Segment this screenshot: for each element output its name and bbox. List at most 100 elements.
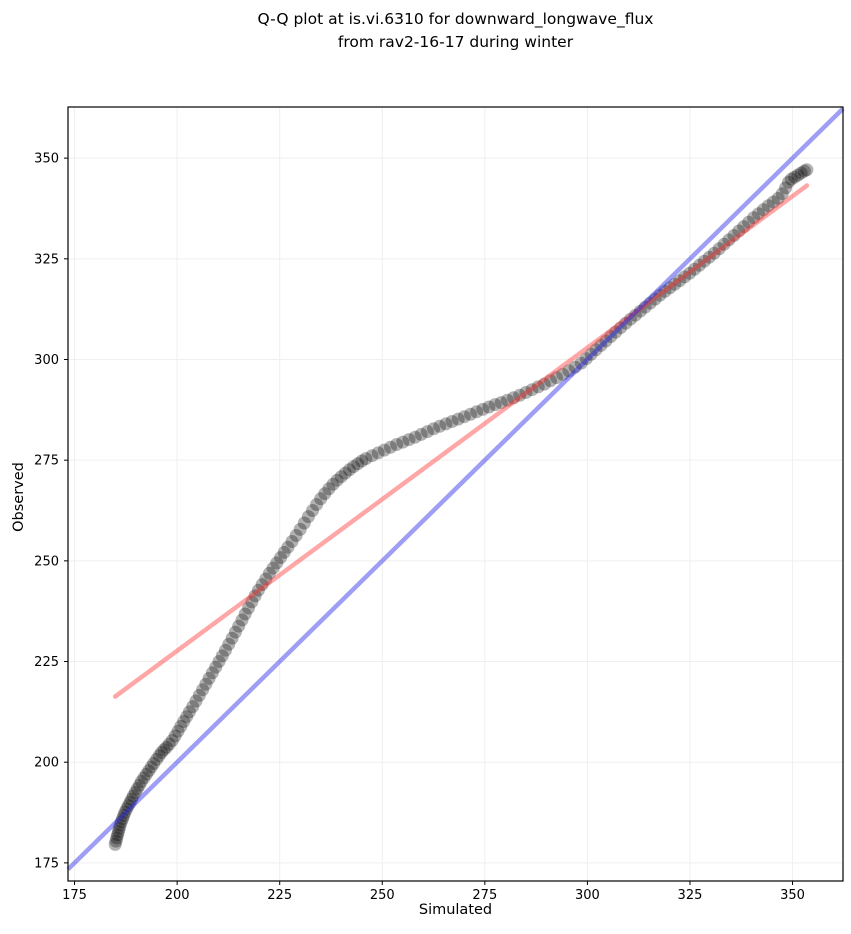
scatter-point: [707, 246, 721, 260]
scatter-point: [232, 619, 246, 633]
scatter-points: [108, 163, 814, 851]
scatter-point: [663, 281, 677, 295]
scatter-point: [289, 529, 303, 542]
scatter-point: [756, 203, 770, 217]
scatter-point: [488, 398, 502, 412]
x-tick-label: 225: [267, 888, 292, 903]
scatter-point: [727, 229, 741, 242]
chart-title: Q-Q plot at is.vi.6310 for downward_long…: [68, 8, 843, 54]
scatter-point: [347, 460, 360, 474]
scatter-point: [330, 473, 344, 487]
y-tick-label: 200: [34, 756, 59, 771]
scatter-point: [192, 688, 206, 702]
scatter-point: [648, 292, 662, 306]
scatter-point: [390, 438, 404, 451]
scatter-point: [800, 163, 814, 177]
scatter-point: [202, 671, 216, 685]
scatter-point: [556, 367, 570, 381]
scatter-point: [114, 815, 128, 829]
scatter-point: [266, 561, 280, 575]
x-tick-label: 250: [370, 888, 395, 903]
scatter-point: [761, 199, 775, 213]
x-tick-label: 300: [575, 888, 600, 903]
scatter-point: [408, 430, 422, 444]
scatter-point: [619, 316, 633, 330]
chart-title-line2: from rav2-16-17 during winter: [337, 33, 574, 51]
scatter-point: [550, 371, 564, 385]
scatter-point: [784, 172, 798, 186]
scatter-point: [205, 666, 219, 680]
scatter-point: [712, 242, 726, 256]
y-tick-label: 175: [34, 856, 59, 871]
scatter-point: [457, 410, 471, 424]
x-tick-label: 175: [62, 888, 87, 903]
scatter-point: [219, 643, 232, 657]
scatter-point: [377, 443, 391, 457]
scatter-point: [507, 391, 521, 405]
scatter-point: [120, 802, 134, 816]
scatter-point: [177, 715, 191, 728]
scatter-point: [365, 449, 379, 463]
y-tick-label: 275: [34, 454, 59, 469]
scatter-point: [112, 821, 126, 835]
scatter-point: [396, 435, 410, 449]
scatter-point: [775, 187, 789, 201]
x-tick-label: 275: [472, 888, 497, 903]
scatter-point: [310, 498, 324, 511]
scatter-point: [673, 274, 687, 288]
scatter-point: [262, 566, 276, 580]
scatter-point: [519, 386, 533, 399]
scatter-point: [371, 446, 385, 460]
scatter-point: [402, 433, 416, 447]
scatter-point: [771, 191, 785, 205]
scatter-point: [297, 516, 311, 530]
fit-line: [112, 183, 810, 699]
scatter-point: [351, 457, 365, 471]
scatter-point: [692, 258, 706, 272]
scatter-point: [110, 831, 124, 845]
scatter-point: [306, 504, 319, 517]
scatter-point: [643, 296, 657, 310]
scatter-point: [633, 304, 647, 318]
scatter-point: [293, 522, 307, 536]
scatter-point: [134, 775, 148, 788]
scatter-point: [562, 364, 576, 378]
x-tick-label: 200: [165, 888, 190, 903]
scatter-point: [117, 808, 131, 822]
scatter-point: [301, 510, 315, 524]
scatter-point: [142, 764, 156, 778]
scatter-point: [494, 396, 508, 410]
y-tick-label: 250: [34, 554, 59, 569]
scatter-point: [451, 412, 465, 426]
scatter-point: [476, 402, 490, 416]
scatter-point: [794, 166, 808, 180]
scatter-point: [791, 168, 805, 182]
scatter-point: [678, 270, 692, 284]
scatter-point: [594, 338, 608, 352]
scatter-point: [111, 828, 125, 842]
scatter-point: [322, 482, 336, 496]
scatter-point: [653, 288, 667, 302]
scatter-point: [270, 556, 284, 570]
scatter-point: [274, 551, 287, 565]
scatter-point: [126, 789, 140, 803]
scatter-point: [285, 535, 299, 548]
scatter-point: [747, 211, 761, 225]
scatter-point: [589, 343, 603, 357]
scatter-point: [238, 607, 252, 621]
scatter-point: [242, 601, 255, 615]
scatter-point: [251, 583, 265, 597]
scatter-point: [544, 374, 557, 388]
scatter-point: [584, 347, 598, 361]
scatter-point: [420, 425, 434, 439]
scatter-point: [171, 724, 185, 738]
scatter-point: [355, 454, 369, 468]
scatter-point: [702, 250, 716, 264]
scatter-point: [781, 175, 795, 189]
scatter-point: [609, 325, 623, 339]
scatter-point: [658, 284, 672, 298]
scatter-point: [281, 540, 295, 554]
scatter-point: [157, 743, 171, 757]
scatter-point: [537, 377, 551, 391]
scatter-point: [199, 677, 213, 691]
